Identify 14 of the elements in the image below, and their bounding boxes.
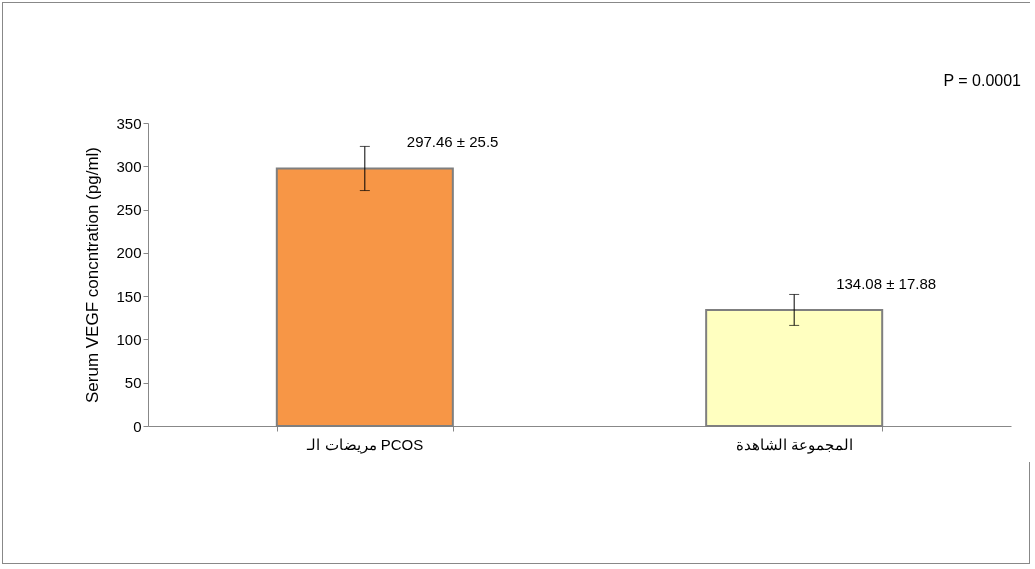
y-tick-label: 250 (116, 201, 142, 219)
x-tick-label: المجموعة الشاهدة (736, 435, 854, 454)
x-tick-label: مريضات الـ PCOS (306, 435, 424, 454)
y-tick-label: 300 (116, 157, 142, 175)
y-tick-label: 100 (116, 330, 142, 348)
y-tick-label: 0 (133, 417, 142, 435)
y-axis-title: Serum VEGF concntration (pg/ml) (83, 146, 103, 404)
data-label: 134.08 ± 17.88 (836, 274, 937, 292)
y-tick-label: 50 (124, 374, 142, 392)
text: P = 0.0001 (943, 72, 1022, 89)
y-tick-label: 200 (116, 244, 142, 262)
y-tick-label: 150 (116, 287, 142, 305)
data-label: 297.46 ± 25.5 (406, 133, 499, 151)
y-tick-label: 350 (116, 114, 142, 132)
